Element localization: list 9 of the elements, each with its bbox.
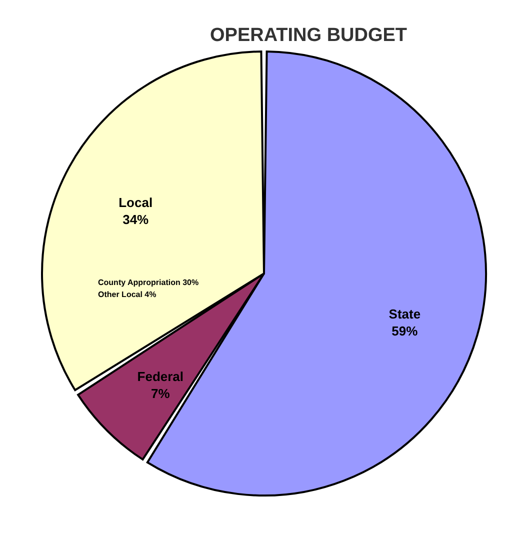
- slice-label: Local: [118, 194, 153, 210]
- data-label: 7%: [150, 386, 170, 402]
- slice-label: State: [388, 306, 421, 322]
- chart-title: OPERATING BUDGET: [210, 25, 408, 46]
- data-label: 59%: [392, 323, 418, 338]
- text: County Appropriation 30%: [98, 278, 199, 287]
- text: Other Local 4%: [98, 290, 156, 299]
- data-label: 34%: [122, 212, 150, 227]
- slice-label: Federal: [137, 369, 184, 384]
